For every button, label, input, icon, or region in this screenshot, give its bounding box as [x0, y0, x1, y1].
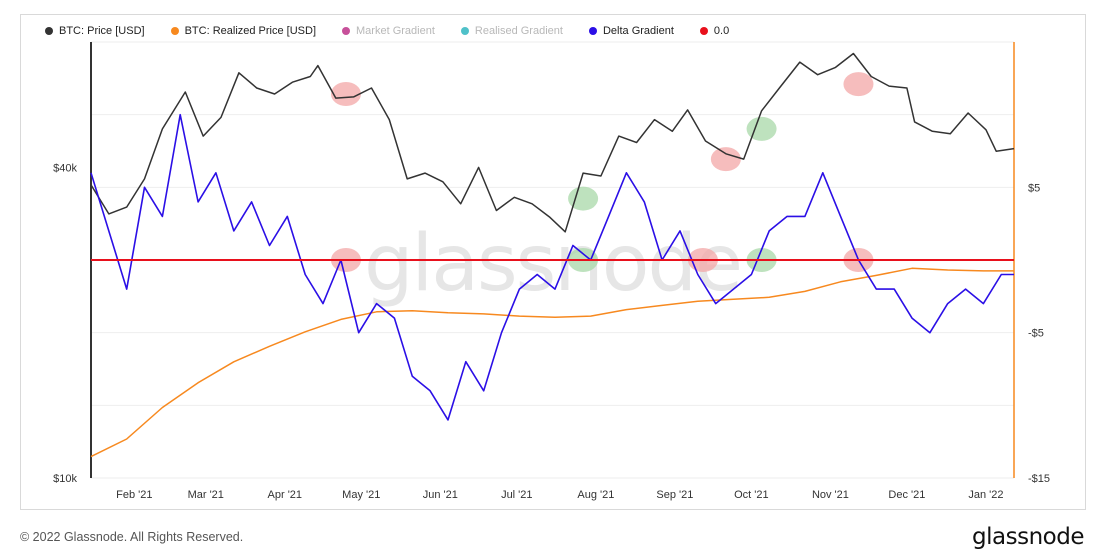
highlight-marker	[746, 116, 777, 141]
x-tick-label: Jun '21	[423, 489, 458, 501]
legend-dot-icon	[342, 27, 351, 35]
legend-item[interactable]: Delta Gradient	[588, 25, 674, 37]
x-tick-label: Nov '21	[812, 489, 849, 501]
legend-item[interactable]: Realised Gradient	[460, 25, 563, 37]
y-right-tick-label: $5	[1028, 182, 1040, 194]
x-tick-label: Feb '21	[116, 489, 152, 501]
legend-dot-icon	[699, 27, 708, 35]
legend-label: Delta Gradient	[602, 25, 674, 37]
x-tick-label: Apr '21	[268, 489, 303, 501]
highlight-marker	[568, 186, 599, 211]
legend-item[interactable]: Market Gradient	[342, 25, 435, 37]
legend-label: BTC: Realized Price [USD]	[184, 25, 317, 37]
brand-logo: glassnode	[972, 524, 1084, 550]
x-tick-label: Aug '21	[577, 489, 614, 501]
x-tick-label: Jan '22	[968, 489, 1003, 501]
y-right-tick-label: -$15	[1028, 473, 1050, 485]
x-tick-label: Sep '21	[656, 489, 693, 501]
legend-label: Market Gradient	[356, 25, 435, 37]
legend-dot-icon	[460, 27, 469, 35]
legend-item[interactable]: BTC: Realized Price [USD]	[170, 25, 317, 37]
legend-dot-icon	[45, 27, 53, 35]
legend-dot-icon	[170, 27, 179, 35]
y-right-tick-label: -$5	[1028, 328, 1044, 340]
highlight-marker	[330, 82, 361, 107]
legend-item[interactable]: 0.0	[699, 25, 730, 37]
realized-price-line	[90, 267, 1014, 458]
delta-gradient-line	[90, 113, 1014, 421]
y-left-tick-label: $10k	[53, 473, 77, 485]
x-tick-label: Oct '21	[734, 489, 769, 501]
watermark-text: glassnode	[364, 219, 741, 309]
highlight-marker	[710, 147, 741, 172]
copyright-text: © 2022 Glassnode. All Rights Reserved.	[20, 530, 244, 544]
x-tick-label: Dec '21	[888, 489, 925, 501]
x-tick-label: Mar '21	[188, 489, 224, 501]
y-left-tick-label: $40k	[53, 162, 77, 174]
x-tick-label: May '21	[342, 489, 380, 501]
chart-legend: BTC: Price [USD] BTC: Realized Price [USD…	[45, 25, 729, 37]
legend-item[interactable]: BTC: Price [USD]	[45, 25, 145, 37]
legend-label: 0.0	[713, 25, 730, 37]
legend-label: Realised Gradient	[474, 25, 563, 37]
legend-label: BTC: Price [USD]	[59, 25, 145, 37]
highlight-marker	[843, 72, 874, 97]
btc-price-line	[90, 52, 1015, 233]
x-tick-label: Jul '21	[501, 489, 532, 501]
legend-dot-icon	[588, 27, 597, 35]
